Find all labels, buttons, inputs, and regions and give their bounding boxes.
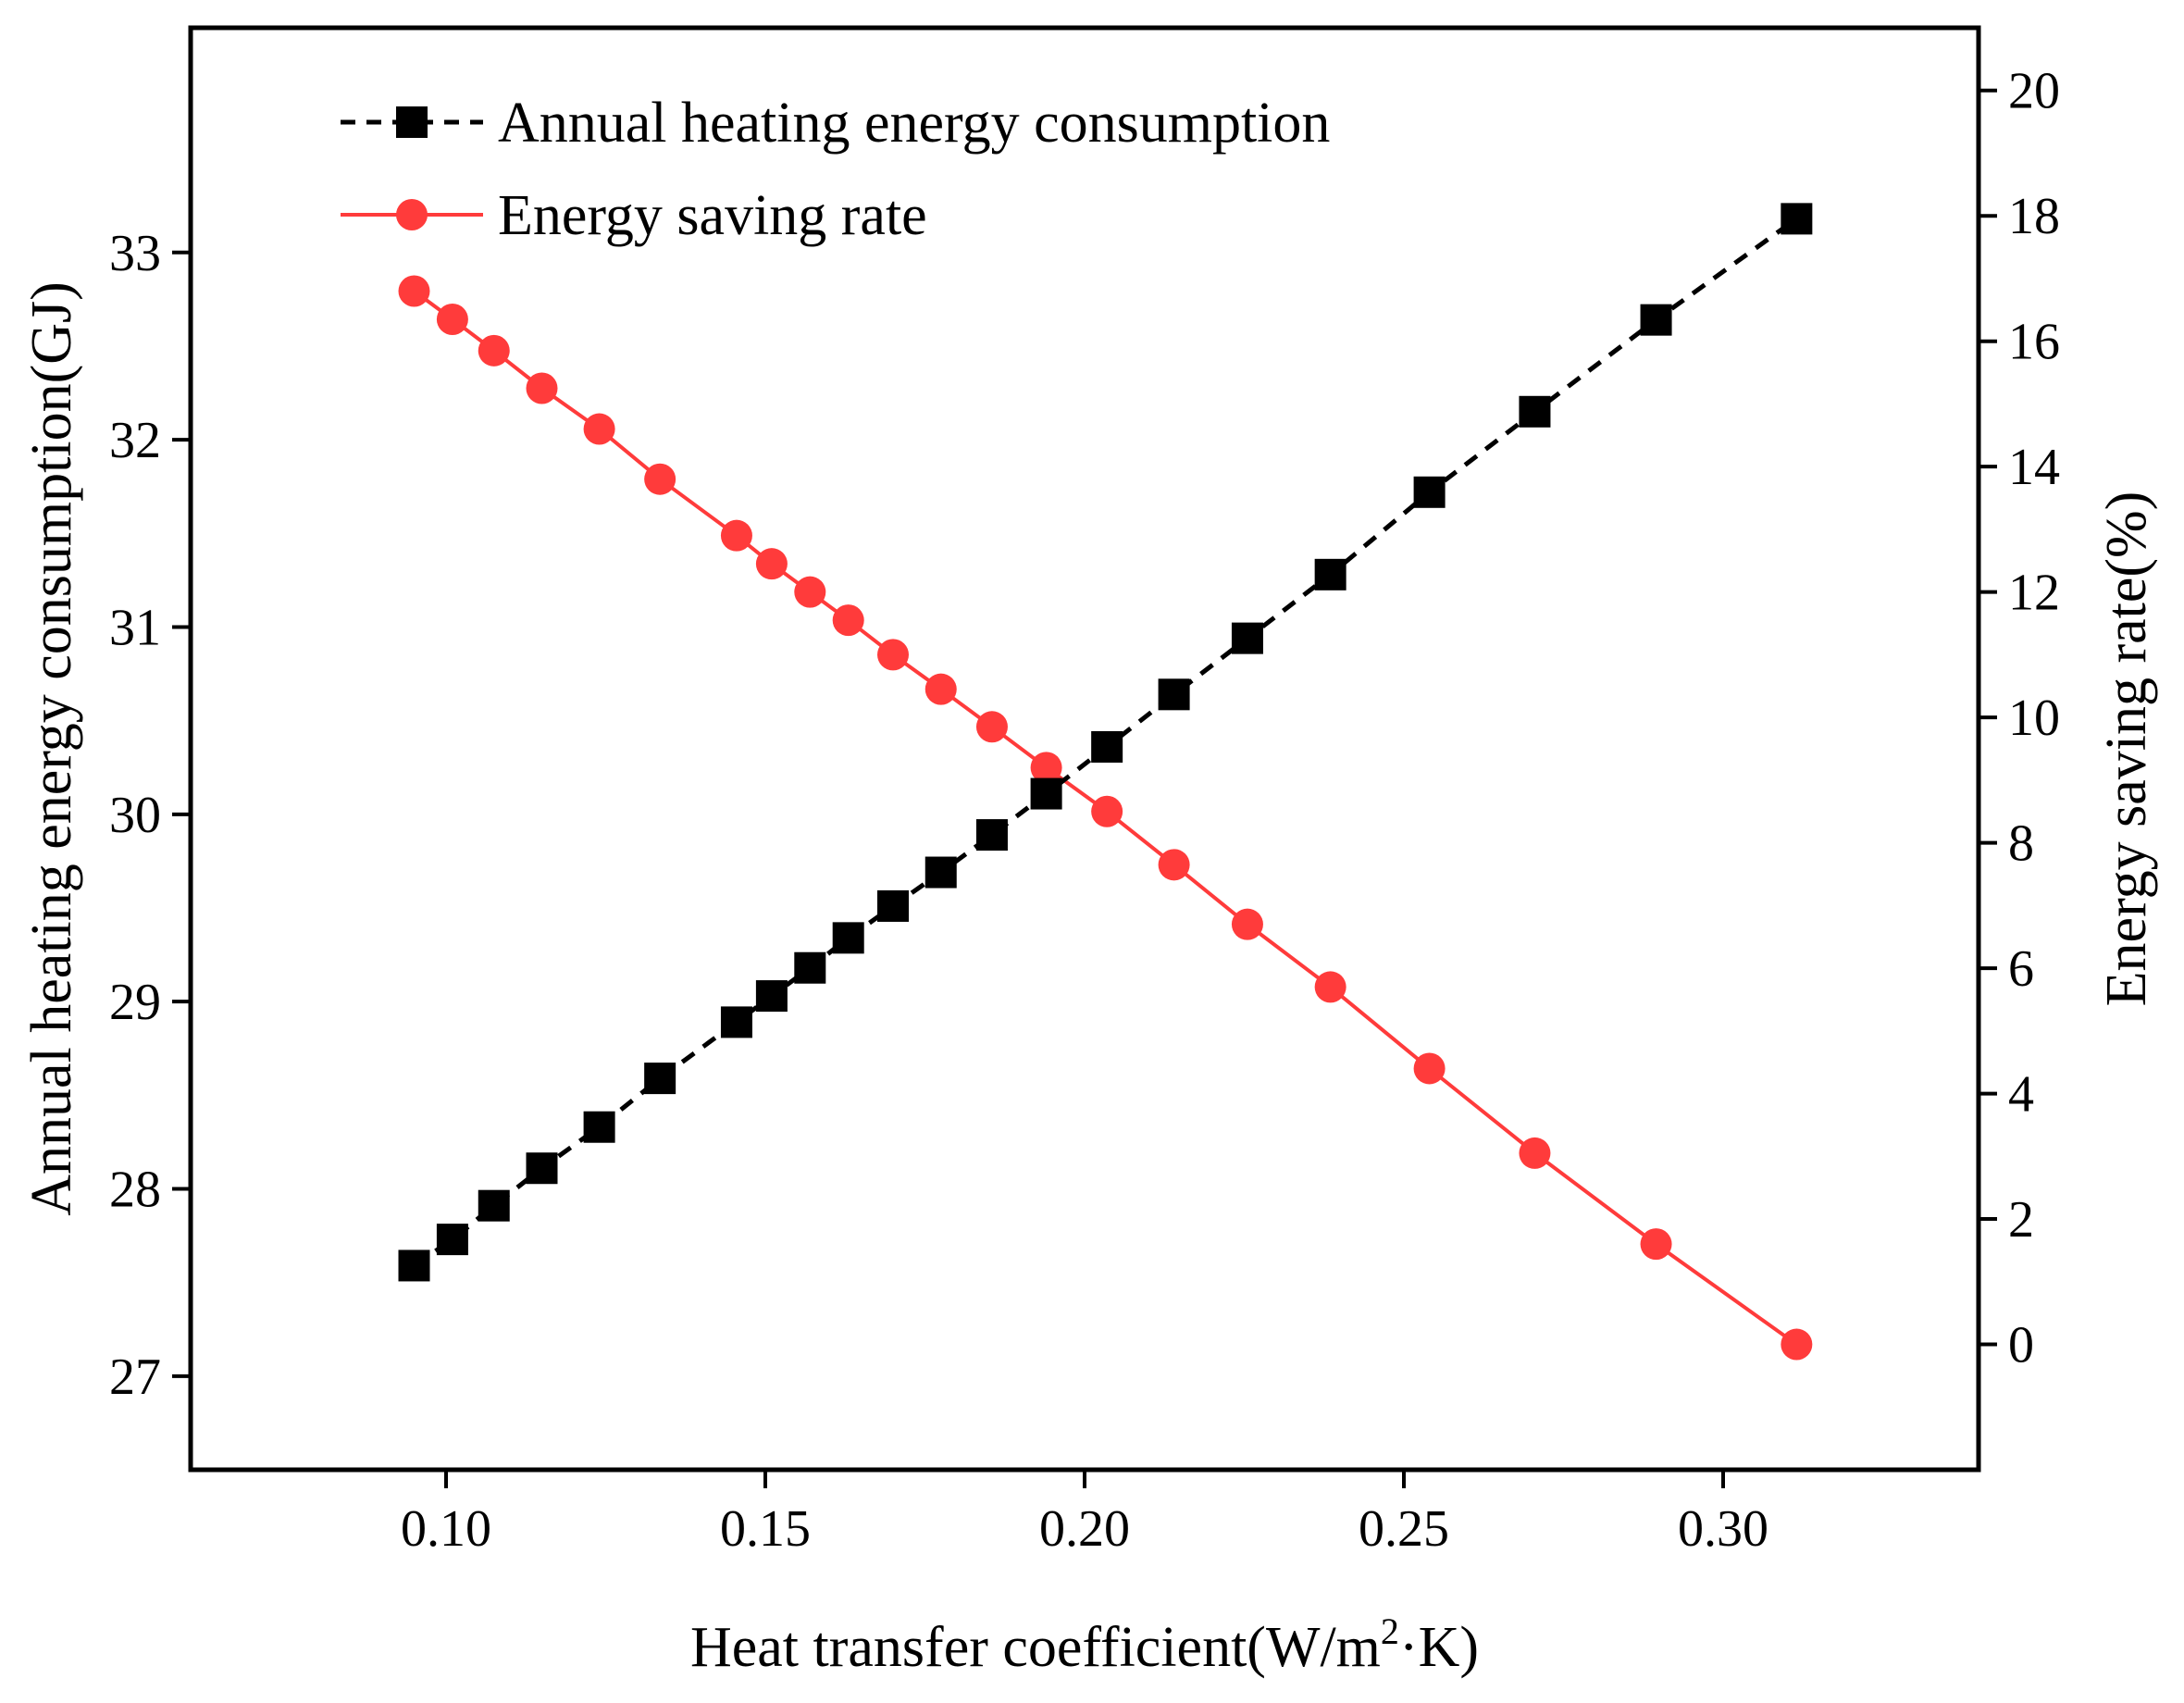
y-left-tick-label: 32 <box>109 412 161 469</box>
consumption-point <box>1091 730 1123 763</box>
x-tick-label: 0.20 <box>1039 1500 1130 1558</box>
y-right-tick-label: 0 <box>2008 1317 2034 1374</box>
y-right-tick-label: 6 <box>2008 940 2034 998</box>
x-tick-label: 0.10 <box>401 1500 491 1558</box>
consumption-point <box>583 1111 615 1143</box>
y-right-tick-label: 16 <box>2008 314 2060 371</box>
consumption-point <box>526 1152 558 1185</box>
saving-rate-point <box>1413 1052 1446 1085</box>
saving-rate-point <box>1314 971 1346 1003</box>
saving-rate-point <box>644 463 676 495</box>
consumption-point <box>877 889 909 922</box>
saving-rate-point <box>1519 1137 1551 1169</box>
consumption-point <box>1231 622 1263 654</box>
consumption-point <box>1640 304 1672 336</box>
y-right-tick-label: 2 <box>2008 1191 2034 1249</box>
series-line-saving-rate <box>413 289 1798 1347</box>
consumption-point <box>832 922 864 954</box>
series-line-consumption <box>413 217 1798 1268</box>
x-tick-label: 0.25 <box>1359 1500 1449 1558</box>
y-right-tick-label: 18 <box>2008 188 2060 245</box>
consumption-point <box>1519 395 1551 428</box>
y-right-tick-label: 10 <box>2008 690 2060 747</box>
consumption-point <box>1781 203 1813 235</box>
x-tick-label: 0.15 <box>720 1500 811 1558</box>
saving-rate-point <box>1781 1328 1813 1361</box>
legend-label-consumption: Annual heating energy consumption <box>498 92 1330 155</box>
saving-rate-point <box>794 576 826 608</box>
saving-rate-point <box>1030 752 1062 784</box>
saving-rate-point <box>1640 1228 1672 1261</box>
y-left-tick-label: 28 <box>109 1161 161 1218</box>
saving-rate-point <box>1158 849 1190 881</box>
saving-rate-point <box>1091 795 1123 827</box>
saving-rate-point <box>877 639 909 671</box>
saving-rate-point <box>526 372 558 404</box>
y-left-tick-label: 29 <box>109 974 161 1031</box>
y-right-tick-label: 4 <box>2008 1066 2034 1124</box>
consumption-point <box>1030 777 1062 810</box>
saving-rate-point <box>975 711 1008 743</box>
saving-rate-point <box>832 604 864 637</box>
consumption-point <box>644 1063 676 1095</box>
consumption-point <box>975 819 1008 852</box>
consumption-point <box>755 980 788 1013</box>
legend: Annual heating energy consumption Energy… <box>341 92 1330 247</box>
y-left-tick-label: 27 <box>109 1349 161 1406</box>
consumption-point <box>720 1006 752 1038</box>
y-right-tick-label: 12 <box>2008 565 2060 622</box>
saving-rate-point <box>720 519 752 552</box>
saving-rate-point <box>924 673 957 705</box>
legend-marker-circle <box>396 199 428 230</box>
y-left-tick-label: 30 <box>109 787 161 844</box>
consumption-point <box>924 856 957 889</box>
saving-rate-point <box>436 303 468 335</box>
y-left-tick-label: 31 <box>109 599 161 656</box>
saving-rate-point <box>398 275 430 307</box>
saving-rate-point <box>478 334 510 367</box>
x-axis-title: Heat transfer coefficient(W/m2·K) <box>690 1610 1479 1679</box>
legend-label-saving-rate: Energy saving rate <box>498 184 927 247</box>
y-left-tick-label: 33 <box>109 225 161 282</box>
consumption-point <box>1158 678 1190 711</box>
y-left-axis-title: Annual heating energy consumption(GJ) <box>20 281 83 1216</box>
consumption-point <box>1314 558 1346 590</box>
legend-marker-square <box>396 106 428 138</box>
consumption-point <box>1413 476 1446 508</box>
y-right-tick-label: 8 <box>2008 815 2034 873</box>
y-right-tick-label: 14 <box>2008 439 2060 496</box>
consumption-point <box>436 1224 468 1256</box>
consumption-point <box>478 1189 510 1222</box>
x-tick-label: 0.30 <box>1678 1500 1768 1558</box>
y-right-axis-title: Energy saving rate(%) <box>2095 491 2158 1007</box>
saving-rate-point <box>755 548 788 580</box>
y-right-tick-label: 20 <box>2008 63 2060 120</box>
consumption-point <box>794 951 826 984</box>
saving-rate-point <box>1231 908 1263 940</box>
consumption-point <box>398 1249 430 1282</box>
saving-rate-point <box>583 413 615 445</box>
